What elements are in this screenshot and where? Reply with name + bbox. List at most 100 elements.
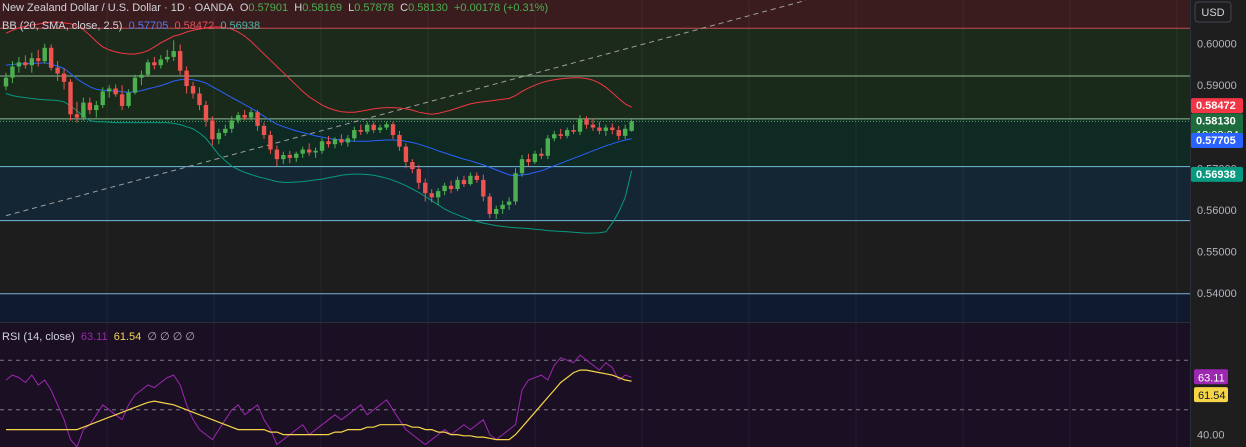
- candle[interactable]: [339, 139, 344, 143]
- candle[interactable]: [113, 88, 118, 95]
- candle[interactable]: [448, 185, 454, 190]
- candle[interactable]: [48, 47, 54, 68]
- candle[interactable]: [274, 149, 280, 160]
- candle[interactable]: [397, 135, 402, 147]
- candle[interactable]: [139, 74, 144, 78]
- candle[interactable]: [390, 124, 396, 136]
- candle[interactable]: [190, 86, 196, 94]
- candle[interactable]: [23, 62, 28, 66]
- candle[interactable]: [29, 58, 34, 66]
- candle[interactable]: [42, 47, 47, 62]
- candle[interactable]: [255, 112, 260, 126]
- candle[interactable]: [500, 204, 505, 209]
- candle[interactable]: [268, 135, 273, 150]
- candle[interactable]: [236, 115, 241, 121]
- candle[interactable]: [171, 51, 176, 57]
- candle[interactable]: [242, 115, 247, 118]
- candle[interactable]: [377, 127, 383, 131]
- candle[interactable]: [603, 127, 609, 131]
- candle[interactable]: [94, 105, 99, 111]
- candle[interactable]: [294, 153, 299, 158]
- candle[interactable]: [16, 62, 22, 67]
- candle[interactable]: [552, 134, 557, 139]
- candle[interactable]: [416, 169, 421, 183]
- candle[interactable]: [513, 173, 518, 202]
- candle[interactable]: [216, 132, 222, 140]
- candle[interactable]: [36, 58, 41, 62]
- candle[interactable]: [177, 51, 183, 71]
- candle[interactable]: [332, 139, 338, 145]
- candle[interactable]: [352, 130, 357, 139]
- candle[interactable]: [158, 59, 163, 66]
- candle[interactable]: [165, 56, 170, 60]
- candle[interactable]: [571, 130, 576, 132]
- candle[interactable]: [132, 77, 138, 93]
- candle[interactable]: [184, 70, 189, 87]
- candle[interactable]: [100, 91, 105, 106]
- candle[interactable]: [558, 134, 563, 136]
- candle[interactable]: [229, 120, 234, 129]
- candle[interactable]: [68, 81, 73, 115]
- candle[interactable]: [10, 66, 15, 78]
- rsi-legend[interactable]: RSI (14, close) 63.11 61.54 ∅ ∅ ∅ ∅: [2, 330, 195, 343]
- candle[interactable]: [61, 73, 67, 82]
- candle[interactable]: [590, 124, 596, 128]
- candle[interactable]: [545, 138, 550, 156]
- candle[interactable]: [468, 175, 473, 185]
- candle[interactable]: [306, 149, 312, 153]
- candle[interactable]: [623, 128, 628, 136]
- candle[interactable]: [319, 141, 325, 151]
- symbol-legend[interactable]: New Zealand Dollar / U.S. Dollar · 1D · …: [2, 2, 548, 14]
- candle[interactable]: [119, 94, 125, 106]
- candle[interactable]: [203, 105, 209, 121]
- candle[interactable]: [145, 62, 151, 75]
- candle[interactable]: [597, 127, 602, 131]
- candle[interactable]: [487, 196, 492, 214]
- currency-button[interactable]: [1194, 1, 1232, 23]
- candle[interactable]: [371, 124, 376, 131]
- candle[interactable]: [539, 153, 544, 156]
- candle[interactable]: [152, 62, 157, 66]
- candle[interactable]: [629, 121, 634, 131]
- candle[interactable]: [197, 93, 202, 106]
- candle[interactable]: [410, 162, 415, 170]
- candle[interactable]: [3, 77, 9, 87]
- candle[interactable]: [384, 124, 389, 128]
- candle[interactable]: [74, 114, 80, 118]
- candle[interactable]: [532, 153, 538, 163]
- candle[interactable]: [526, 159, 531, 163]
- candle[interactable]: [326, 141, 331, 145]
- candle[interactable]: [442, 185, 447, 192]
- candle[interactable]: [577, 119, 583, 132]
- candle[interactable]: [126, 92, 131, 106]
- candle[interactable]: [564, 130, 570, 136]
- candle[interactable]: [55, 67, 60, 74]
- candle[interactable]: [494, 208, 499, 214]
- candle[interactable]: [87, 102, 93, 111]
- bb-legend[interactable]: BB (20, SMA, close, 2.5) 0.57705 0.58472…: [2, 20, 260, 32]
- candle[interactable]: [210, 120, 215, 140]
- candle[interactable]: [455, 179, 460, 190]
- candle[interactable]: [584, 119, 589, 125]
- candle[interactable]: [345, 138, 351, 143]
- candle[interactable]: [81, 102, 86, 118]
- candle[interactable]: [248, 112, 254, 118]
- candle[interactable]: [519, 159, 525, 174]
- candle[interactable]: [506, 201, 512, 205]
- candle[interactable]: [107, 88, 112, 92]
- candle[interactable]: [423, 182, 428, 194]
- candle[interactable]: [474, 175, 480, 180]
- candle[interactable]: [300, 149, 305, 154]
- candle[interactable]: [261, 125, 267, 136]
- candle[interactable]: [281, 154, 286, 160]
- candle[interactable]: [365, 124, 370, 132]
- candle[interactable]: [358, 130, 363, 132]
- candle[interactable]: [435, 191, 441, 198]
- candle[interactable]: [461, 179, 467, 185]
- candle[interactable]: [223, 128, 228, 133]
- candle[interactable]: [403, 146, 409, 163]
- candle[interactable]: [313, 150, 318, 153]
- candle[interactable]: [481, 179, 486, 197]
- trendline[interactable]: [5, 0, 806, 217]
